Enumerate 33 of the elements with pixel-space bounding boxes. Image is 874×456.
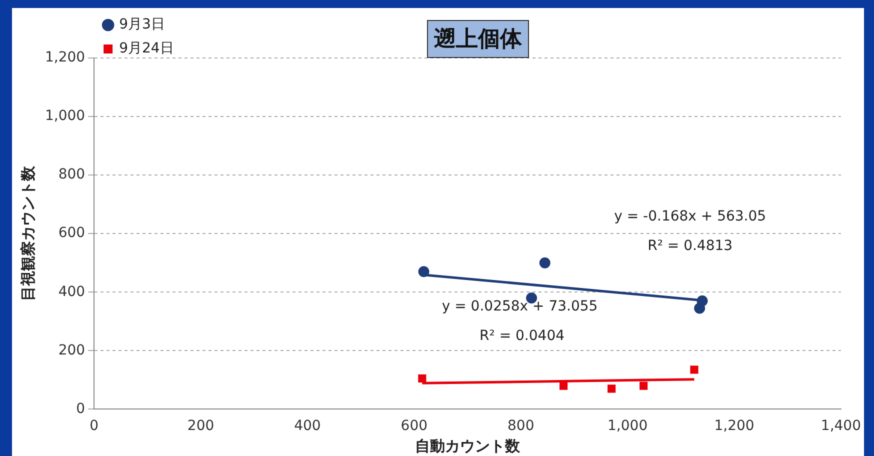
x-tick-label: 1,400: [820, 418, 862, 434]
x-tick-label: 0: [90, 418, 99, 434]
legend-label: 9月3日: [119, 16, 165, 33]
legend-label: 9月24日: [119, 40, 174, 57]
y-tick-label: 1,000: [44, 108, 86, 124]
annotation: y = -0.168x + 563.05: [614, 208, 766, 224]
point: [690, 366, 698, 374]
x-tick-label: 600: [400, 418, 428, 434]
point: [640, 382, 648, 390]
y-tick-label: 400: [58, 284, 86, 300]
point: [694, 302, 706, 314]
y-axis-title: 目視観察カウント数: [18, 165, 37, 302]
chart-title: 遡上個体: [427, 20, 529, 58]
x-tick-label: 800: [508, 418, 534, 434]
x-axis-title: 自動カウント数: [415, 436, 522, 455]
annotation: R² = 0.4813: [648, 238, 733, 254]
y-tick-label: 0: [76, 400, 86, 417]
y-tick-label: 600: [58, 225, 86, 242]
y-tick-label: 200: [58, 342, 86, 358]
y-tick-label: 800: [58, 166, 86, 183]
x-tick-label: 200: [187, 418, 214, 434]
point: [608, 384, 616, 393]
point: [418, 374, 426, 383]
annotation: R² = 0.0404: [480, 328, 565, 344]
point: [526, 292, 538, 304]
point: [539, 257, 550, 268]
x-tick-label: 400: [294, 418, 321, 434]
y-tick-label: 1,200: [44, 50, 86, 66]
x-tick-label: 1,000: [608, 418, 648, 434]
point: [560, 382, 568, 390]
annotation: y = 0.0258x + 73.055: [442, 298, 598, 315]
point: [418, 266, 430, 278]
x-tick-label: 1,200: [714, 418, 754, 434]
